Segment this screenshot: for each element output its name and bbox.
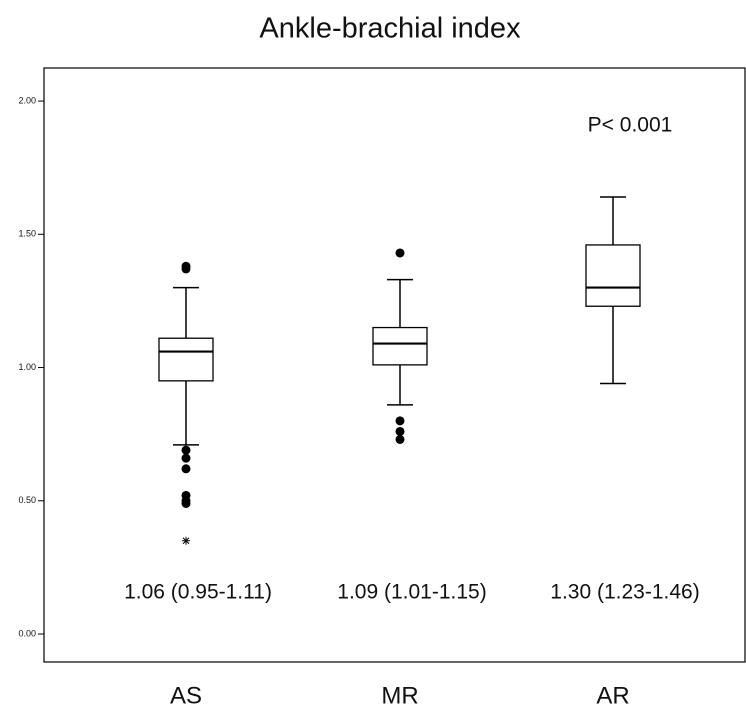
x-tick-label: AS bbox=[170, 682, 202, 709]
box bbox=[585, 244, 641, 307]
x-tick-label: AR bbox=[596, 682, 629, 709]
summary-label: 1.09 (1.01-1.15) bbox=[337, 581, 486, 604]
outlier bbox=[395, 426, 405, 436]
box bbox=[158, 337, 214, 382]
outlier bbox=[181, 453, 191, 463]
outlier bbox=[181, 264, 191, 274]
x-tick-label: MR bbox=[381, 682, 418, 709]
outlier bbox=[395, 416, 405, 426]
outlier bbox=[395, 248, 405, 258]
plot-frame bbox=[43, 67, 746, 663]
summary-label: 1.30 (1.23-1.46) bbox=[550, 581, 699, 604]
summary-label: 1.06 (0.95-1.11) bbox=[124, 581, 272, 604]
outlier bbox=[181, 464, 191, 474]
outlier bbox=[181, 445, 191, 455]
y-tick-label: 0.00 bbox=[18, 628, 36, 638]
outlier bbox=[395, 434, 405, 444]
y-tick-label: 0.50 bbox=[18, 495, 36, 505]
p-value: P< 0.001 bbox=[588, 114, 673, 137]
box bbox=[372, 326, 428, 366]
extreme-outlier bbox=[182, 536, 190, 545]
outlier bbox=[181, 498, 191, 508]
chart-title: Ankle-brachial index bbox=[259, 13, 521, 45]
y-tick-label: 1.00 bbox=[18, 362, 36, 372]
y-tick-label: 2.00 bbox=[18, 95, 36, 105]
y-tick-label: 1.50 bbox=[18, 229, 36, 239]
